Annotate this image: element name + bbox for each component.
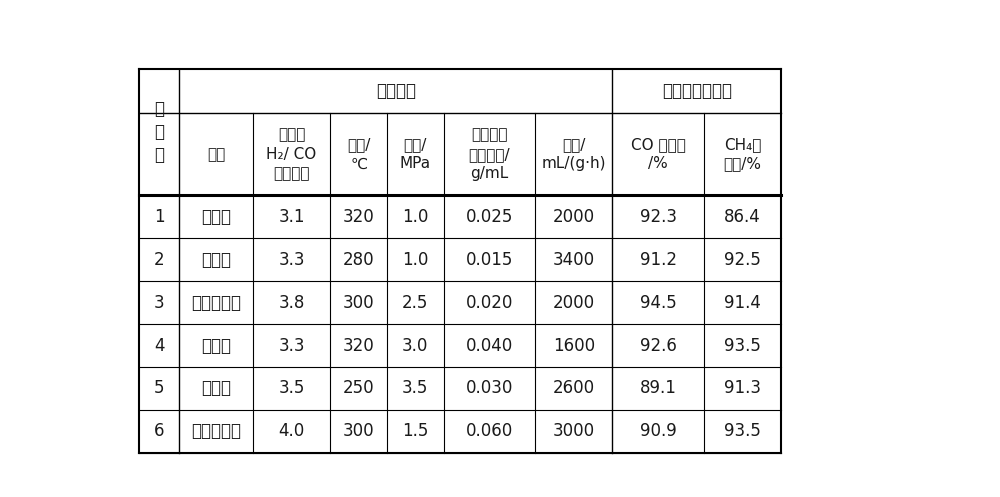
Text: CO 转化率
/%: CO 转化率 /% bbox=[631, 137, 686, 171]
Text: 4: 4 bbox=[154, 336, 164, 354]
Text: 2.5: 2.5 bbox=[402, 294, 428, 312]
Text: 300: 300 bbox=[343, 422, 374, 440]
Text: 原料气
H₂/ CO
（体积）: 原料气 H₂/ CO （体积） bbox=[266, 128, 317, 181]
Text: 91.2: 91.2 bbox=[640, 251, 677, 269]
Text: 0.060: 0.060 bbox=[466, 422, 513, 440]
Text: 250: 250 bbox=[343, 379, 374, 398]
Text: 压力/
MPa: 压力/ MPa bbox=[400, 137, 431, 171]
Text: 92.6: 92.6 bbox=[640, 336, 677, 354]
Text: 90.9: 90.9 bbox=[640, 422, 677, 440]
Text: 320: 320 bbox=[343, 336, 375, 354]
Text: 89.1: 89.1 bbox=[640, 379, 677, 398]
Text: 1.0: 1.0 bbox=[402, 208, 428, 226]
Text: 92.5: 92.5 bbox=[724, 251, 761, 269]
Text: 0.020: 0.020 bbox=[466, 294, 513, 312]
Text: 93.5: 93.5 bbox=[724, 336, 761, 354]
Text: 2600: 2600 bbox=[553, 379, 595, 398]
Text: 1.5: 1.5 bbox=[402, 422, 428, 440]
Text: 氢化三联苯: 氢化三联苯 bbox=[191, 422, 241, 440]
Text: 3400: 3400 bbox=[553, 251, 595, 269]
Text: 溶剂: 溶剂 bbox=[207, 147, 225, 162]
Text: 93.5: 93.5 bbox=[724, 422, 761, 440]
Text: 94.5: 94.5 bbox=[640, 294, 677, 312]
Text: 2000: 2000 bbox=[553, 294, 595, 312]
Text: 浆态床催
化剂浓度/
g/mL: 浆态床催 化剂浓度/ g/mL bbox=[468, 128, 510, 181]
Text: 氢化三联苯: 氢化三联苯 bbox=[191, 294, 241, 312]
Text: 1: 1 bbox=[154, 208, 164, 226]
Text: 320: 320 bbox=[343, 208, 375, 226]
Text: 反应条件: 反应条件 bbox=[376, 82, 416, 100]
Text: 2000: 2000 bbox=[553, 208, 595, 226]
Text: 92.3: 92.3 bbox=[640, 208, 677, 226]
Text: 5: 5 bbox=[154, 379, 164, 398]
Text: 3.5: 3.5 bbox=[278, 379, 305, 398]
Text: 3.8: 3.8 bbox=[278, 294, 305, 312]
Text: 280: 280 bbox=[343, 251, 374, 269]
Text: 1.0: 1.0 bbox=[402, 251, 428, 269]
Text: 3.0: 3.0 bbox=[402, 336, 428, 354]
Text: 3000: 3000 bbox=[553, 422, 595, 440]
Text: 导热油: 导热油 bbox=[201, 251, 231, 269]
Text: 3.3: 3.3 bbox=[278, 251, 305, 269]
Text: 1600: 1600 bbox=[553, 336, 595, 354]
Text: 石蜡烃: 石蜡烃 bbox=[201, 208, 231, 226]
Text: 温度/
℃: 温度/ ℃ bbox=[347, 137, 370, 171]
Text: 3.5: 3.5 bbox=[402, 379, 428, 398]
Text: 0.040: 0.040 bbox=[466, 336, 513, 354]
Text: CH₄选
择性/%: CH₄选 择性/% bbox=[724, 137, 762, 171]
Text: 导热油: 导热油 bbox=[201, 379, 231, 398]
Text: 86.4: 86.4 bbox=[724, 208, 761, 226]
Text: 0.030: 0.030 bbox=[466, 379, 513, 398]
Text: 2: 2 bbox=[154, 251, 164, 269]
Text: 6: 6 bbox=[154, 422, 164, 440]
Text: 实
施
例: 实 施 例 bbox=[154, 100, 164, 164]
Text: 3.1: 3.1 bbox=[278, 208, 305, 226]
Text: 0.015: 0.015 bbox=[466, 251, 513, 269]
Text: 91.3: 91.3 bbox=[724, 379, 761, 398]
Text: 催化剂评价结果: 催化剂评价结果 bbox=[662, 82, 732, 100]
Text: 0.025: 0.025 bbox=[466, 208, 513, 226]
Text: 300: 300 bbox=[343, 294, 374, 312]
Text: 91.4: 91.4 bbox=[724, 294, 761, 312]
Text: 3.3: 3.3 bbox=[278, 336, 305, 354]
Text: 空速/
mL/(g·h): 空速/ mL/(g·h) bbox=[541, 137, 606, 171]
Text: 4.0: 4.0 bbox=[278, 422, 305, 440]
Text: 石蜡烃: 石蜡烃 bbox=[201, 336, 231, 354]
Text: 3: 3 bbox=[154, 294, 164, 312]
